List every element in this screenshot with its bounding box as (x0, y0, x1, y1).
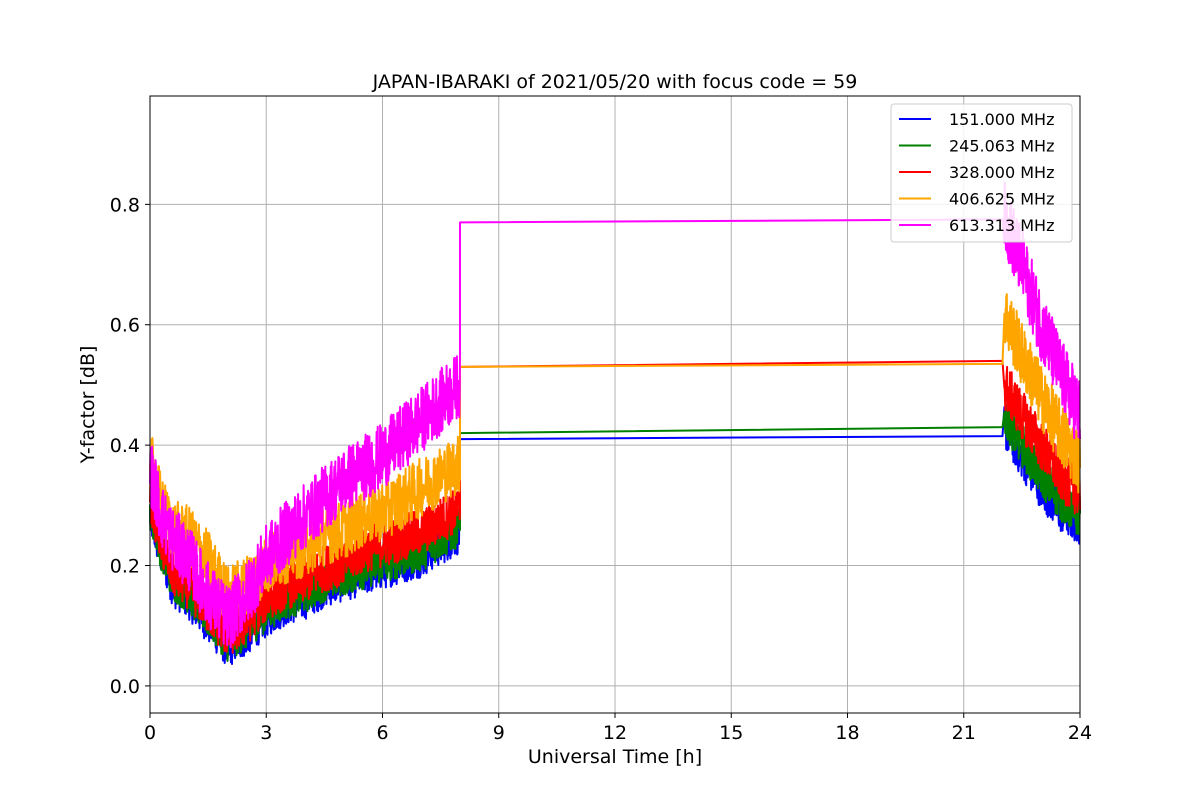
y-tick-label: 0.8 (110, 194, 140, 216)
legend: 151.000 MHz 245.063 MHz 328.000 MHz 406.625… (890, 103, 1073, 243)
x-axis-label: Universal Time [h] (528, 746, 702, 768)
y-tick-label: 0.4 (110, 435, 140, 457)
y-tick-label: 0.0 (110, 676, 140, 698)
plot-area (149, 181, 1081, 665)
y-tick-label: 0.2 (110, 556, 140, 578)
x-tick-label: 0 (144, 722, 156, 744)
ticks: 0 3 6 9 12 15 18 21 24 0.0 0.2 0.4 0.6 0.8 (110, 194, 1092, 744)
x-tick-label: 21 (952, 722, 976, 744)
series-line-3 (149, 293, 1081, 622)
legend-label: 151.000 MHz (949, 110, 1054, 129)
x-tick-label: 24 (1068, 722, 1092, 744)
x-tick-label: 15 (719, 722, 743, 744)
series-line-4 (149, 181, 1081, 649)
legend-box (890, 103, 1073, 243)
x-tick-label: 9 (493, 722, 505, 744)
x-tick-label: 3 (260, 722, 272, 744)
y-axis-label: Y-factor [dB] (77, 346, 99, 465)
legend-label: 406.625 MHz (949, 190, 1054, 209)
y-tick-label: 0.6 (110, 315, 140, 337)
legend-label: 613.313 MHz (949, 216, 1054, 235)
x-tick-label: 12 (603, 722, 627, 744)
legend-label: 245.063 MHz (949, 137, 1054, 156)
chart-title: JAPAN-IBARAKI of 2021/05/20 with focus c… (372, 71, 858, 93)
x-tick-label: 6 (376, 722, 388, 744)
legend-label: 328.000 MHz (949, 163, 1054, 182)
x-tick-label: 18 (835, 722, 859, 744)
